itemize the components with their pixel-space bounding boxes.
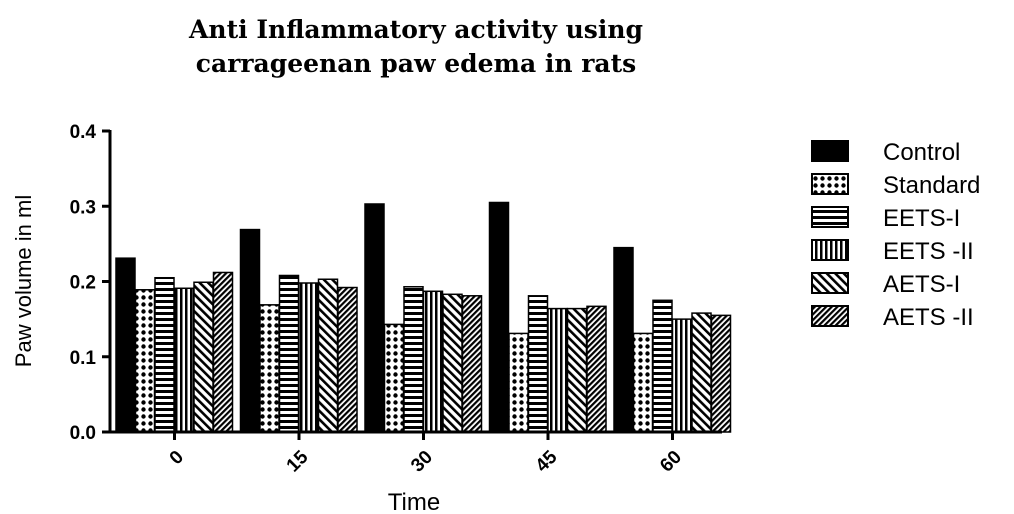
legend-swatch-eets-i	[811, 206, 849, 228]
y-tick-label: 0.3	[70, 197, 96, 218]
legend-swatch-aets-i	[811, 272, 849, 294]
bar-control-t60	[613, 246, 634, 433]
legend-swatch-control	[811, 140, 849, 162]
y-tick-label: 0.2	[70, 273, 96, 294]
bar-aets-i-t60	[691, 312, 712, 433]
chart-title-line-2: carrageenan paw edema in rats	[196, 49, 636, 78]
legend-swatch-eets-ii	[811, 239, 849, 261]
bar-eets-i-t30	[403, 286, 424, 433]
chart-title-line-1: Anti Inflammatory activity using	[188, 15, 643, 44]
x-tick-label: 30	[407, 447, 437, 477]
legend-swatch-aets-ii	[811, 305, 849, 327]
legend-label-eets-ii: EETS -II	[883, 238, 974, 265]
bar-eets-i-t15	[278, 274, 300, 433]
bar-standard-t45	[508, 332, 529, 433]
bar-eets-i-t45	[527, 295, 549, 433]
legend-label-standard: Standard	[883, 172, 980, 199]
y-axis-label: Paw volume in ml	[11, 195, 36, 367]
bar-aets-i-t15	[317, 278, 339, 433]
bar-eets-ii-t15	[298, 282, 319, 433]
x-tick-label: 0	[166, 447, 188, 469]
bar-control-t30	[364, 203, 385, 433]
legend-swatch-standard	[811, 173, 849, 195]
bar-control-t15	[239, 228, 261, 433]
x-axis-label: Time	[388, 489, 440, 514]
bar-aets-ii-t30	[461, 295, 483, 433]
y-tick-label: 0.1	[70, 348, 97, 369]
bar-standard-t60	[632, 332, 654, 433]
bar-eets-ii-t30	[422, 290, 444, 433]
bar-aets-ii-t60	[710, 314, 732, 433]
bar-control-t0	[115, 257, 136, 433]
legend-label-control: Control	[883, 139, 960, 166]
legend-label-eets-i: EETS-I	[883, 205, 960, 232]
bar-aets-ii-t45	[586, 305, 607, 433]
bar-aets-i-t30	[442, 293, 463, 433]
legend-label-aets-i: AETS-I	[883, 271, 960, 298]
bar-aets-i-t0	[193, 281, 214, 433]
bar-aets-ii-t0	[212, 271, 234, 433]
bar-eets-ii-t45	[547, 307, 568, 433]
x-tick-label: 45	[532, 446, 562, 476]
bar-eets-i-t60	[652, 299, 673, 433]
y-tick-label: 0.0	[70, 423, 96, 444]
bar-control-t45	[488, 201, 510, 433]
x-tick-label: 15	[283, 446, 313, 476]
bar-standard-t0	[134, 289, 156, 433]
x-tick-label: 60	[656, 447, 686, 477]
legend: Control Standard EETS-I EETS -II AETS-I AETS …	[811, 139, 980, 331]
bar-eets-i-t0	[154, 276, 175, 433]
plot-area: 0.0 0.1 0.2 0.3 0.4 0 15 30 45 60	[70, 122, 732, 477]
y-tick-label: 0.4	[70, 122, 97, 143]
bar-aets-ii-t15	[337, 286, 358, 433]
bar-eets-ii-t0	[173, 287, 195, 433]
bar-aets-i-t45	[566, 307, 588, 433]
bar-standard-t15	[259, 304, 280, 433]
bar-standard-t30	[383, 323, 405, 433]
bar-eets-ii-t60	[671, 318, 693, 433]
legend-label-aets-ii: AETS -II	[883, 304, 974, 331]
